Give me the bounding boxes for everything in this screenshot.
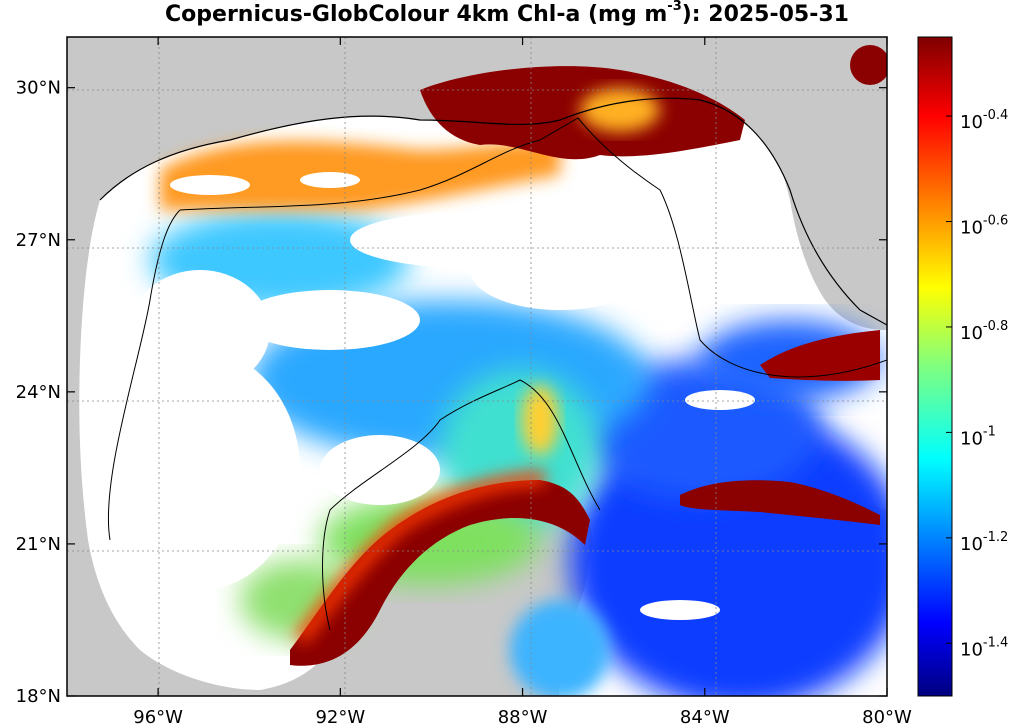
- lat-tick-label: 18°N: [16, 686, 61, 707]
- lat-axis: 30°N 27°N 24°N 21°N 18°N: [16, 78, 887, 707]
- map-title: Copernicus-GlobColour 4km Chl-a (mg m-3)…: [0, 0, 1014, 27]
- lat-tick-label: 27°N: [16, 230, 61, 251]
- lon-tick-label: 80°W: [862, 707, 912, 727]
- lon-tick-label: 96°W: [133, 707, 183, 727]
- cloud-gap: [170, 175, 250, 195]
- colorbar-tick-label: 10-1: [960, 424, 996, 449]
- colorbar-tick-exponent: -0.4: [983, 108, 1008, 123]
- cloud-gap: [640, 600, 720, 620]
- colorbar-tick-base: 10: [960, 218, 983, 239]
- chl-high-campeche: [290, 480, 590, 666]
- coastline: [99, 97, 887, 326]
- chl-field: [100, 45, 887, 696]
- eez-boundary-line: [107, 117, 887, 631]
- colorbar-tick-exponent: -0.8: [983, 319, 1008, 334]
- colorbar-tick-exponent: -1: [983, 424, 996, 439]
- cloud-gap: [320, 435, 440, 505]
- colorbar-tick-base: 10: [960, 639, 983, 660]
- colorbar-tick-base: 10: [960, 112, 983, 133]
- grid: [67, 37, 887, 696]
- chl-high-atlantic-corner: [850, 45, 887, 85]
- cloud-gap: [300, 172, 360, 188]
- lon-tick-label: 84°W: [680, 707, 730, 727]
- colorbar-tick-label: 10-1.2: [960, 530, 1008, 555]
- cloud-gap: [240, 290, 420, 350]
- colorbar-tick-base: 10: [960, 534, 983, 555]
- colorbar: [917, 36, 953, 697]
- chl-mid-apalachee: [580, 88, 660, 132]
- cloud-gap: [100, 350, 300, 590]
- chl-high-texas-shelf: [160, 140, 560, 210]
- lat-tick-label: 21°N: [16, 534, 61, 555]
- chl-high-keys: [760, 330, 880, 381]
- map-plot-area: [67, 37, 887, 696]
- colorbar-tick-exponent: -1.4: [983, 635, 1008, 650]
- chl-yucatan-channel: [510, 600, 610, 696]
- florida-land: [700, 37, 887, 330]
- title-suffix: ): 2025-05-31: [681, 2, 849, 27]
- colorbar-tick-base: 10: [960, 428, 983, 449]
- lon-tick-label: 88°W: [498, 707, 548, 727]
- lon-axis: 96°W 92°W 88°W 84°W 80°W: [133, 37, 912, 727]
- colorbar-tick-exponent: -1.2: [983, 530, 1008, 545]
- colorbar-tick-exponent: -0.6: [983, 214, 1008, 229]
- colorbar-tick-base: 10: [960, 323, 983, 344]
- colorbar-tick-label: 10-0.6: [960, 214, 1008, 239]
- chl-high-cuba-shelf: [680, 480, 880, 525]
- colorbar-axis: 10-0.410-0.610-0.810-110-1.210-1.4: [946, 108, 1008, 660]
- lat-tick-label: 24°N: [16, 382, 61, 403]
- cloud-gap: [590, 170, 710, 310]
- cloud-gap: [685, 390, 755, 410]
- lon-tick-label: 92°W: [315, 707, 365, 727]
- colorbar-tick-label: 10-1.4: [960, 635, 1008, 660]
- title-superscript: -3: [667, 0, 682, 14]
- cloud-gaps: [100, 170, 755, 620]
- map-frame: [66, 36, 888, 697]
- chl-front-campeche: [294, 471, 546, 645]
- colorbar-tick-label: 10-0.8: [960, 319, 1008, 344]
- lat-tick-label: 30°N: [16, 78, 61, 99]
- colorbar-tick-label: 10-0.4: [960, 108, 1008, 133]
- title-prefix: Copernicus-GlobColour 4km Chl-a (mg m: [165, 2, 668, 27]
